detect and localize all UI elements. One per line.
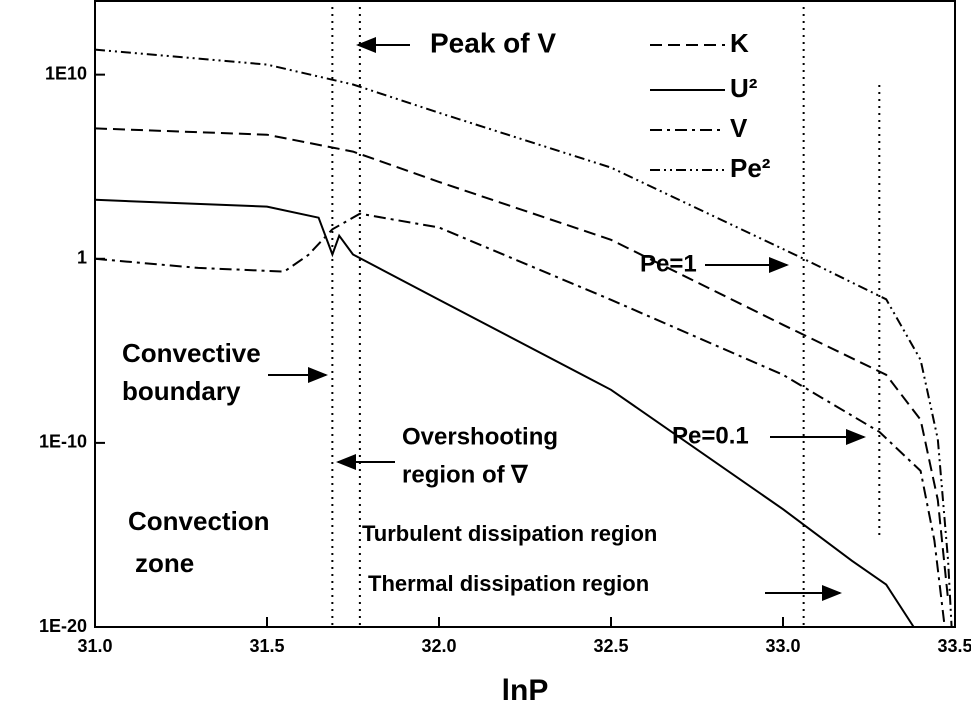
- annotation: Pe=1: [640, 250, 697, 277]
- x-tick-label: 33.5: [937, 636, 971, 656]
- legend-label: Pe²: [730, 153, 771, 183]
- y-tick-label: 1E-20: [39, 616, 87, 636]
- annotation: Overshooting: [402, 423, 558, 450]
- x-tick-label: 33.0: [765, 636, 800, 656]
- series-line: [94, 212, 946, 628]
- annotation: Turbulent dissipation region: [362, 521, 657, 546]
- annotation: Peak of V: [430, 27, 556, 58]
- annotation: Thermal dissipation region: [368, 571, 649, 596]
- x-tick-label: 32.5: [593, 636, 628, 656]
- series-line: [94, 198, 915, 628]
- annotation: Convective: [122, 338, 261, 368]
- x-tick-label: 31.5: [249, 636, 284, 656]
- y-tick-label: 1E-10: [39, 432, 87, 452]
- legend-label: V: [730, 113, 748, 143]
- annotation: Convection: [128, 506, 270, 536]
- annotation: region of ∇: [402, 461, 528, 488]
- plot-frame: [94, 0, 956, 628]
- annotation: zone: [135, 548, 194, 578]
- legend-label: U²: [730, 73, 758, 103]
- x-axis-label: lnP: [502, 674, 549, 707]
- legend-label: K: [730, 28, 749, 58]
- x-tick-label: 32.0: [421, 636, 456, 656]
- y-tick-label: 1E10: [45, 63, 87, 83]
- annotation: Pe=0.1: [672, 422, 749, 449]
- y-tick-label: 1: [77, 248, 87, 268]
- annotation: boundary: [122, 376, 241, 406]
- x-tick-label: 31.0: [77, 636, 112, 656]
- series-line: [94, 48, 953, 628]
- series-line: [94, 127, 950, 600]
